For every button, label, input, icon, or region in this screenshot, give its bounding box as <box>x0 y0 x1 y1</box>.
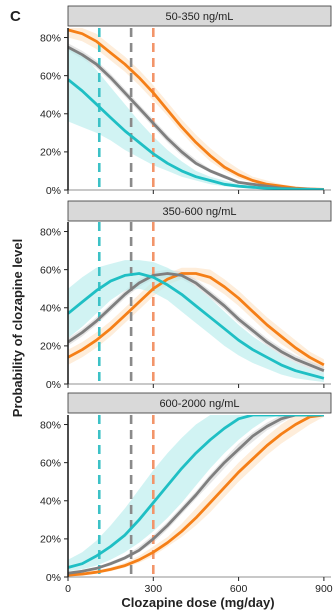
confidence-ribbon <box>68 43 324 190</box>
y-tick-label: 40% <box>40 109 61 121</box>
x-tick-label: 300 <box>145 583 163 595</box>
x-tick-label: 0 <box>65 583 71 595</box>
x-tick-label: 900 <box>315 583 333 595</box>
panels: 50-350 ng/mL 0% 20% 40% 60% 80% 350-600 ng/mL 0… <box>40 5 333 595</box>
confidence-ribbon <box>68 28 324 190</box>
y-tick-label: 0% <box>46 572 61 584</box>
y-tick-label: 60% <box>40 457 61 469</box>
confidence-ribbon <box>68 267 324 369</box>
y-tick-label: 40% <box>40 496 61 508</box>
y-tick-label: 20% <box>40 534 61 546</box>
series-line <box>68 272 325 380</box>
panel-1: 50-350 ng/mL 0% 20% 40% 60% 80% <box>40 5 332 197</box>
facet-strip <box>67 5 332 27</box>
y-tick-label: 60% <box>40 70 61 82</box>
series-line <box>68 415 324 569</box>
plot-area <box>68 28 324 190</box>
confidence-ribbon <box>68 45 324 190</box>
plot-area <box>68 415 325 577</box>
series-line <box>68 415 324 575</box>
facet-title: 50-350 ng/mL <box>166 11 234 23</box>
facet-title: 600-2000 ng/mL <box>159 398 239 410</box>
x-axis-title: Clozapine dose (mg/day) <box>121 595 274 610</box>
y-tick-label: 40% <box>40 303 61 315</box>
y-tick-label: 20% <box>40 147 61 159</box>
panel-letter: C <box>10 8 21 25</box>
y-tick-label: 20% <box>40 341 61 353</box>
facet-strip <box>67 200 332 222</box>
y-tick-label: 80% <box>40 226 61 238</box>
x-tick-label: 600 <box>230 583 248 595</box>
y-tick-label: 80% <box>40 419 61 431</box>
panel-2: 350-600 ng/mL 0% 20% 40% 60% 80% <box>40 200 332 391</box>
series-line <box>68 415 325 577</box>
confidence-ribbon <box>68 260 324 383</box>
series-line <box>68 272 325 372</box>
panel-3: 600-2000 ng/mL 0% 20% 40% 60% 80% 0 300 600 900 <box>40 392 333 595</box>
confidence-ribbon <box>68 269 324 373</box>
confidence-ribbon <box>68 415 324 576</box>
y-tick-label: 80% <box>40 32 61 44</box>
y-tick-label: 60% <box>40 264 61 276</box>
y-tick-label: 0% <box>46 185 61 197</box>
facet-strip <box>67 392 332 414</box>
series-line <box>68 28 324 190</box>
confidence-ribbon <box>68 415 324 572</box>
y-tick-label: 0% <box>46 379 61 391</box>
plot-area <box>68 222 325 384</box>
y-axis-title: Probability of clozapine level <box>10 239 25 417</box>
series-line <box>68 272 325 367</box>
series-line <box>68 78 324 190</box>
facet-title: 350-600 ng/mL <box>163 206 237 218</box>
